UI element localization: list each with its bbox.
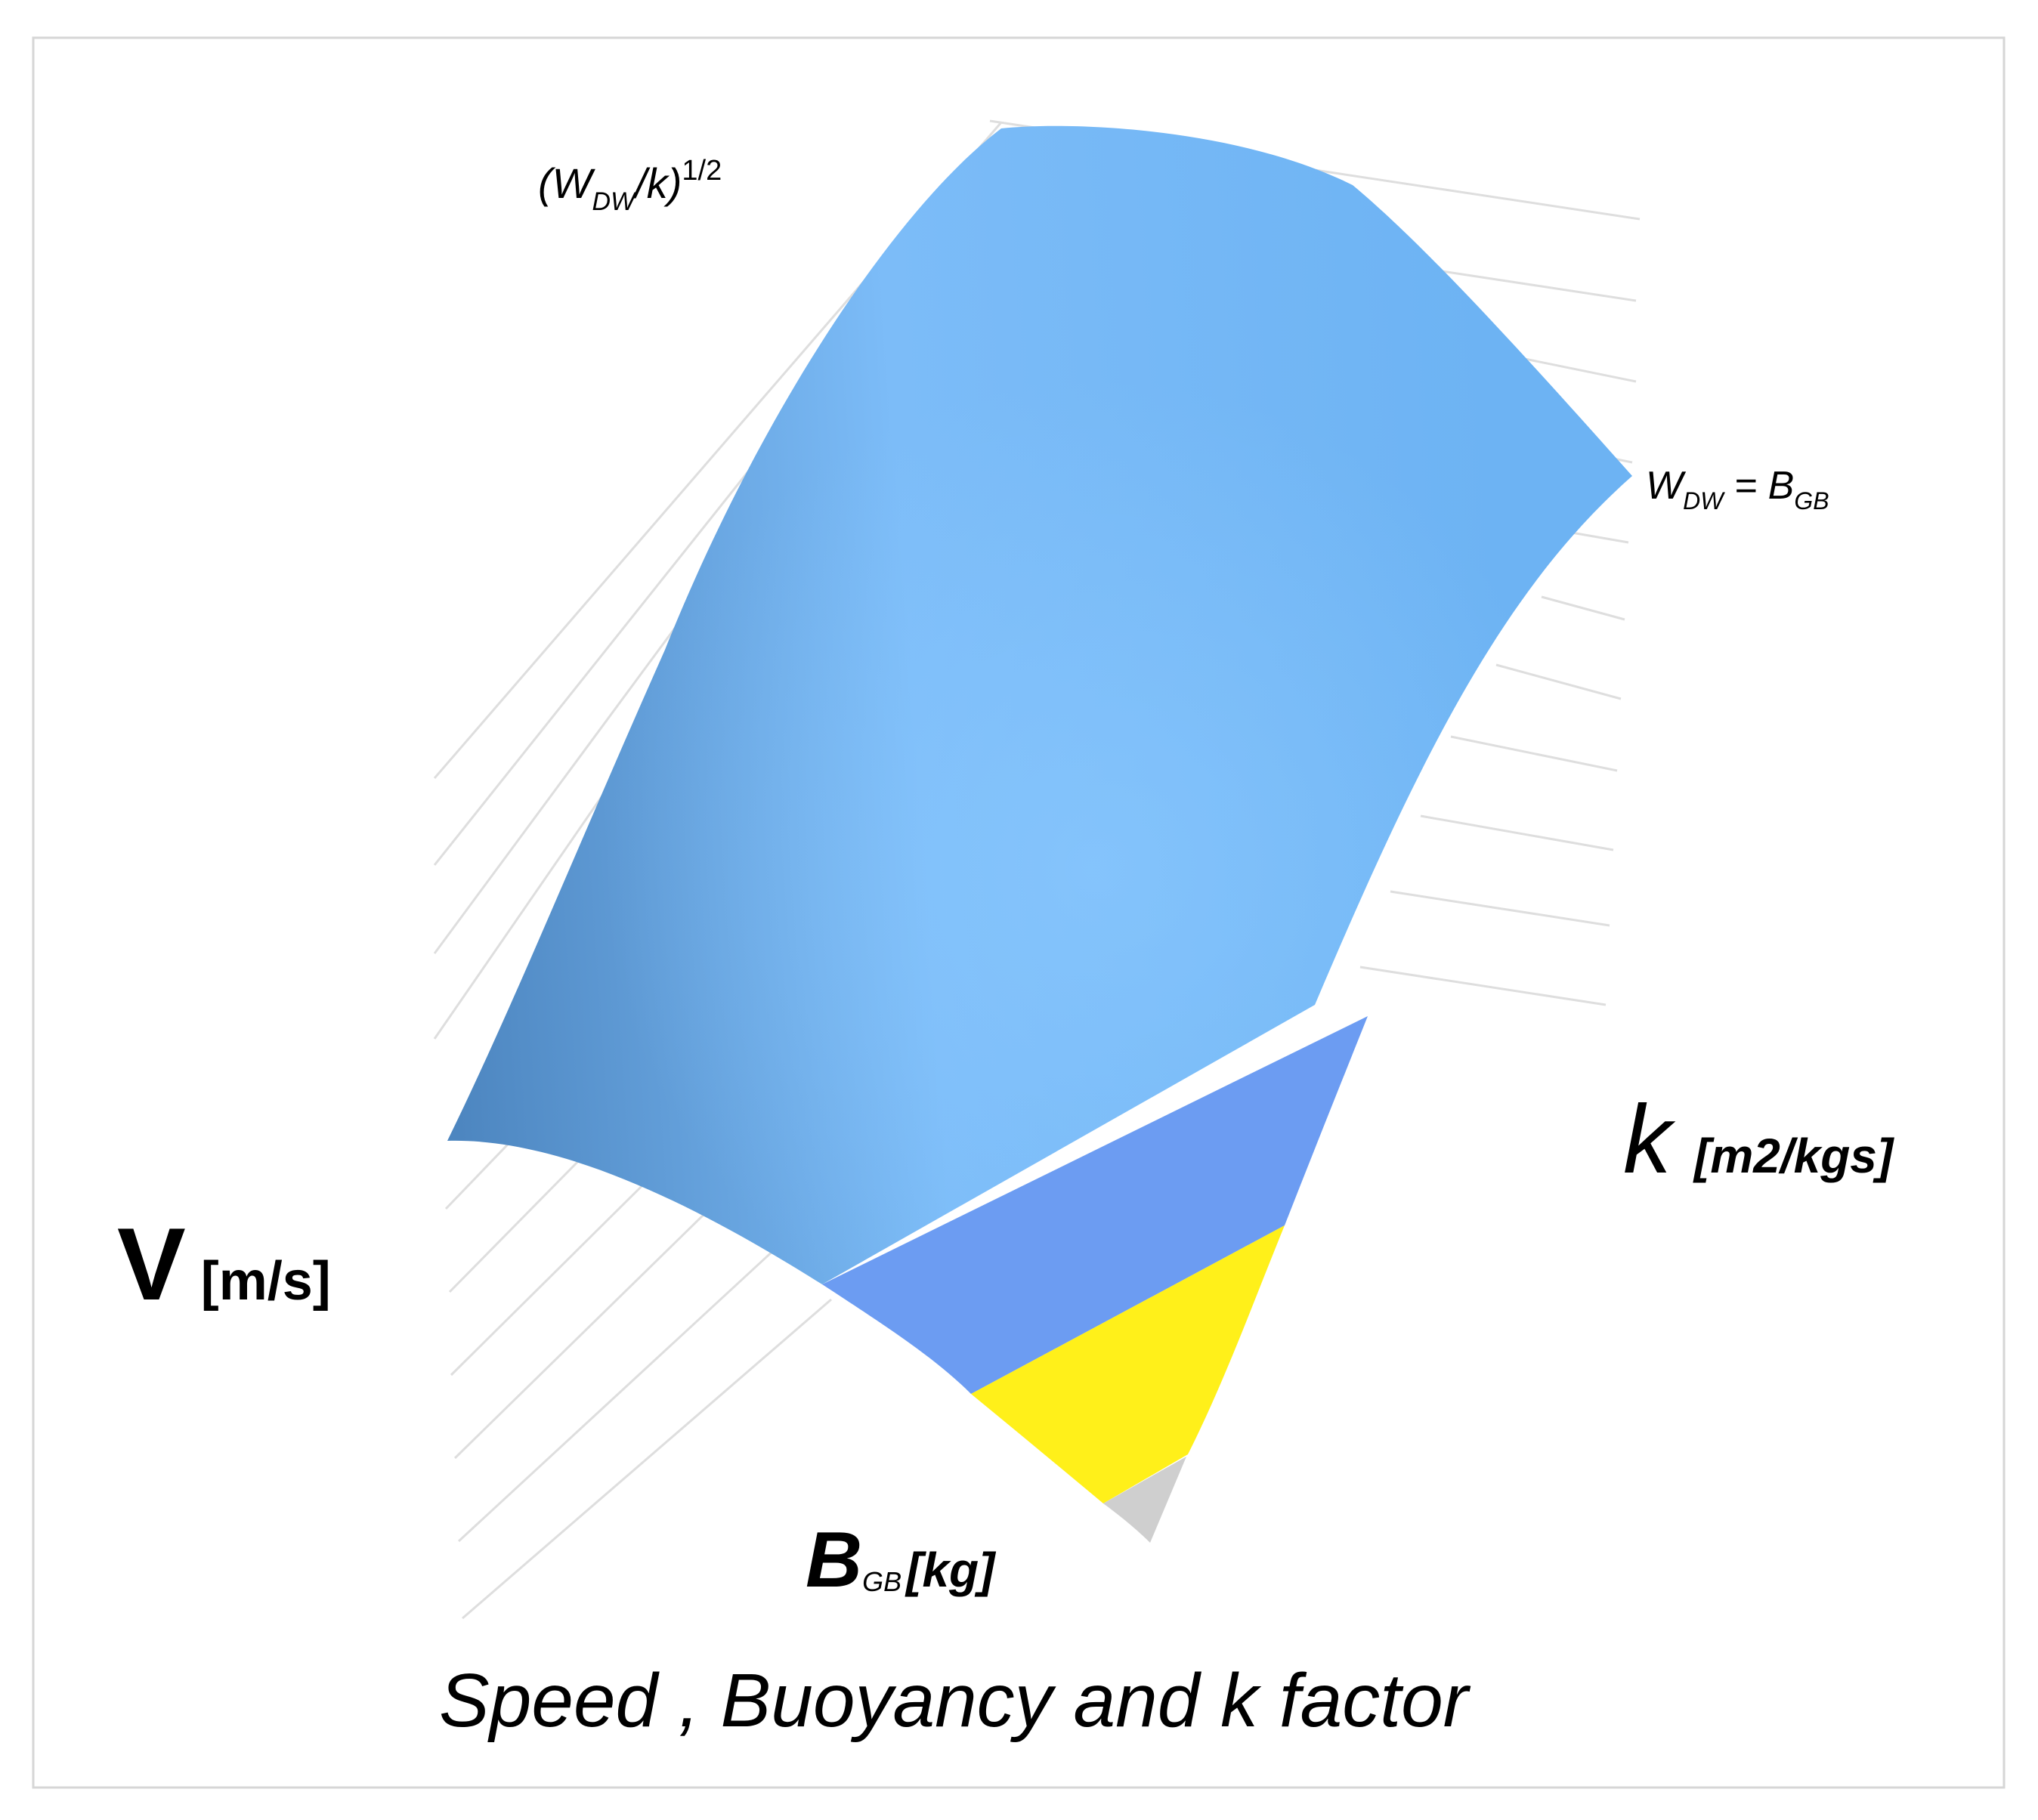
gridline-20 bbox=[1390, 890, 1610, 927]
top-curve-label-sup: 1/2 bbox=[682, 155, 722, 187]
right-curve-label-eq: = B bbox=[1723, 464, 1794, 508]
top-curve-label-pre: (W bbox=[538, 159, 596, 207]
v-axis-unit: [m/s] bbox=[201, 1251, 331, 1312]
top-curve-label-mid: /k) bbox=[632, 159, 682, 207]
surface-band-3 bbox=[1103, 1457, 1186, 1543]
gridline-16 bbox=[1541, 595, 1625, 621]
surface-band-2 bbox=[971, 1225, 1285, 1503]
b-axis-label: BGB[kg] bbox=[806, 1516, 997, 1604]
gridline-21 bbox=[1359, 966, 1607, 1006]
k-axis-symbol: k bbox=[1623, 1086, 1676, 1194]
right-curve-label-w: W bbox=[1646, 464, 1687, 508]
gridline-17 bbox=[1495, 663, 1622, 700]
k-axis-unit: [m2/kgs] bbox=[1693, 1129, 1895, 1183]
top-curve-label-sub: DW bbox=[592, 187, 638, 216]
top-curve-label: (WDW/k)1/2 bbox=[538, 155, 722, 216]
gridline-8 bbox=[453, 1177, 742, 1460]
b-axis-unit: [kg] bbox=[905, 1543, 997, 1597]
v-axis-label: V [m/s] bbox=[117, 1207, 331, 1321]
v-axis-symbol: V bbox=[117, 1207, 186, 1321]
surface bbox=[447, 125, 1632, 1543]
b-axis-symbol: B bbox=[806, 1516, 862, 1604]
gridline-19 bbox=[1420, 814, 1614, 851]
right-curve-label: WDW = BGB bbox=[1646, 464, 1829, 514]
right-curve-label-b-sub: GB bbox=[1794, 487, 1829, 514]
gridline-18 bbox=[1450, 735, 1618, 772]
gridline-9 bbox=[457, 1238, 787, 1543]
b-axis-subscript: GB bbox=[862, 1566, 901, 1597]
surface-band-1 bbox=[822, 1016, 1368, 1394]
chart-title: Speed , Buoyancy and k factor bbox=[439, 1658, 1471, 1743]
surface-glow bbox=[447, 125, 1632, 1284]
gridline-10 bbox=[462, 1298, 832, 1620]
k-axis-label: k [m2/kgs] bbox=[1623, 1086, 1895, 1194]
right-curve-label-w-sub: DW bbox=[1683, 487, 1725, 514]
gridline-15 bbox=[1571, 531, 1629, 544]
